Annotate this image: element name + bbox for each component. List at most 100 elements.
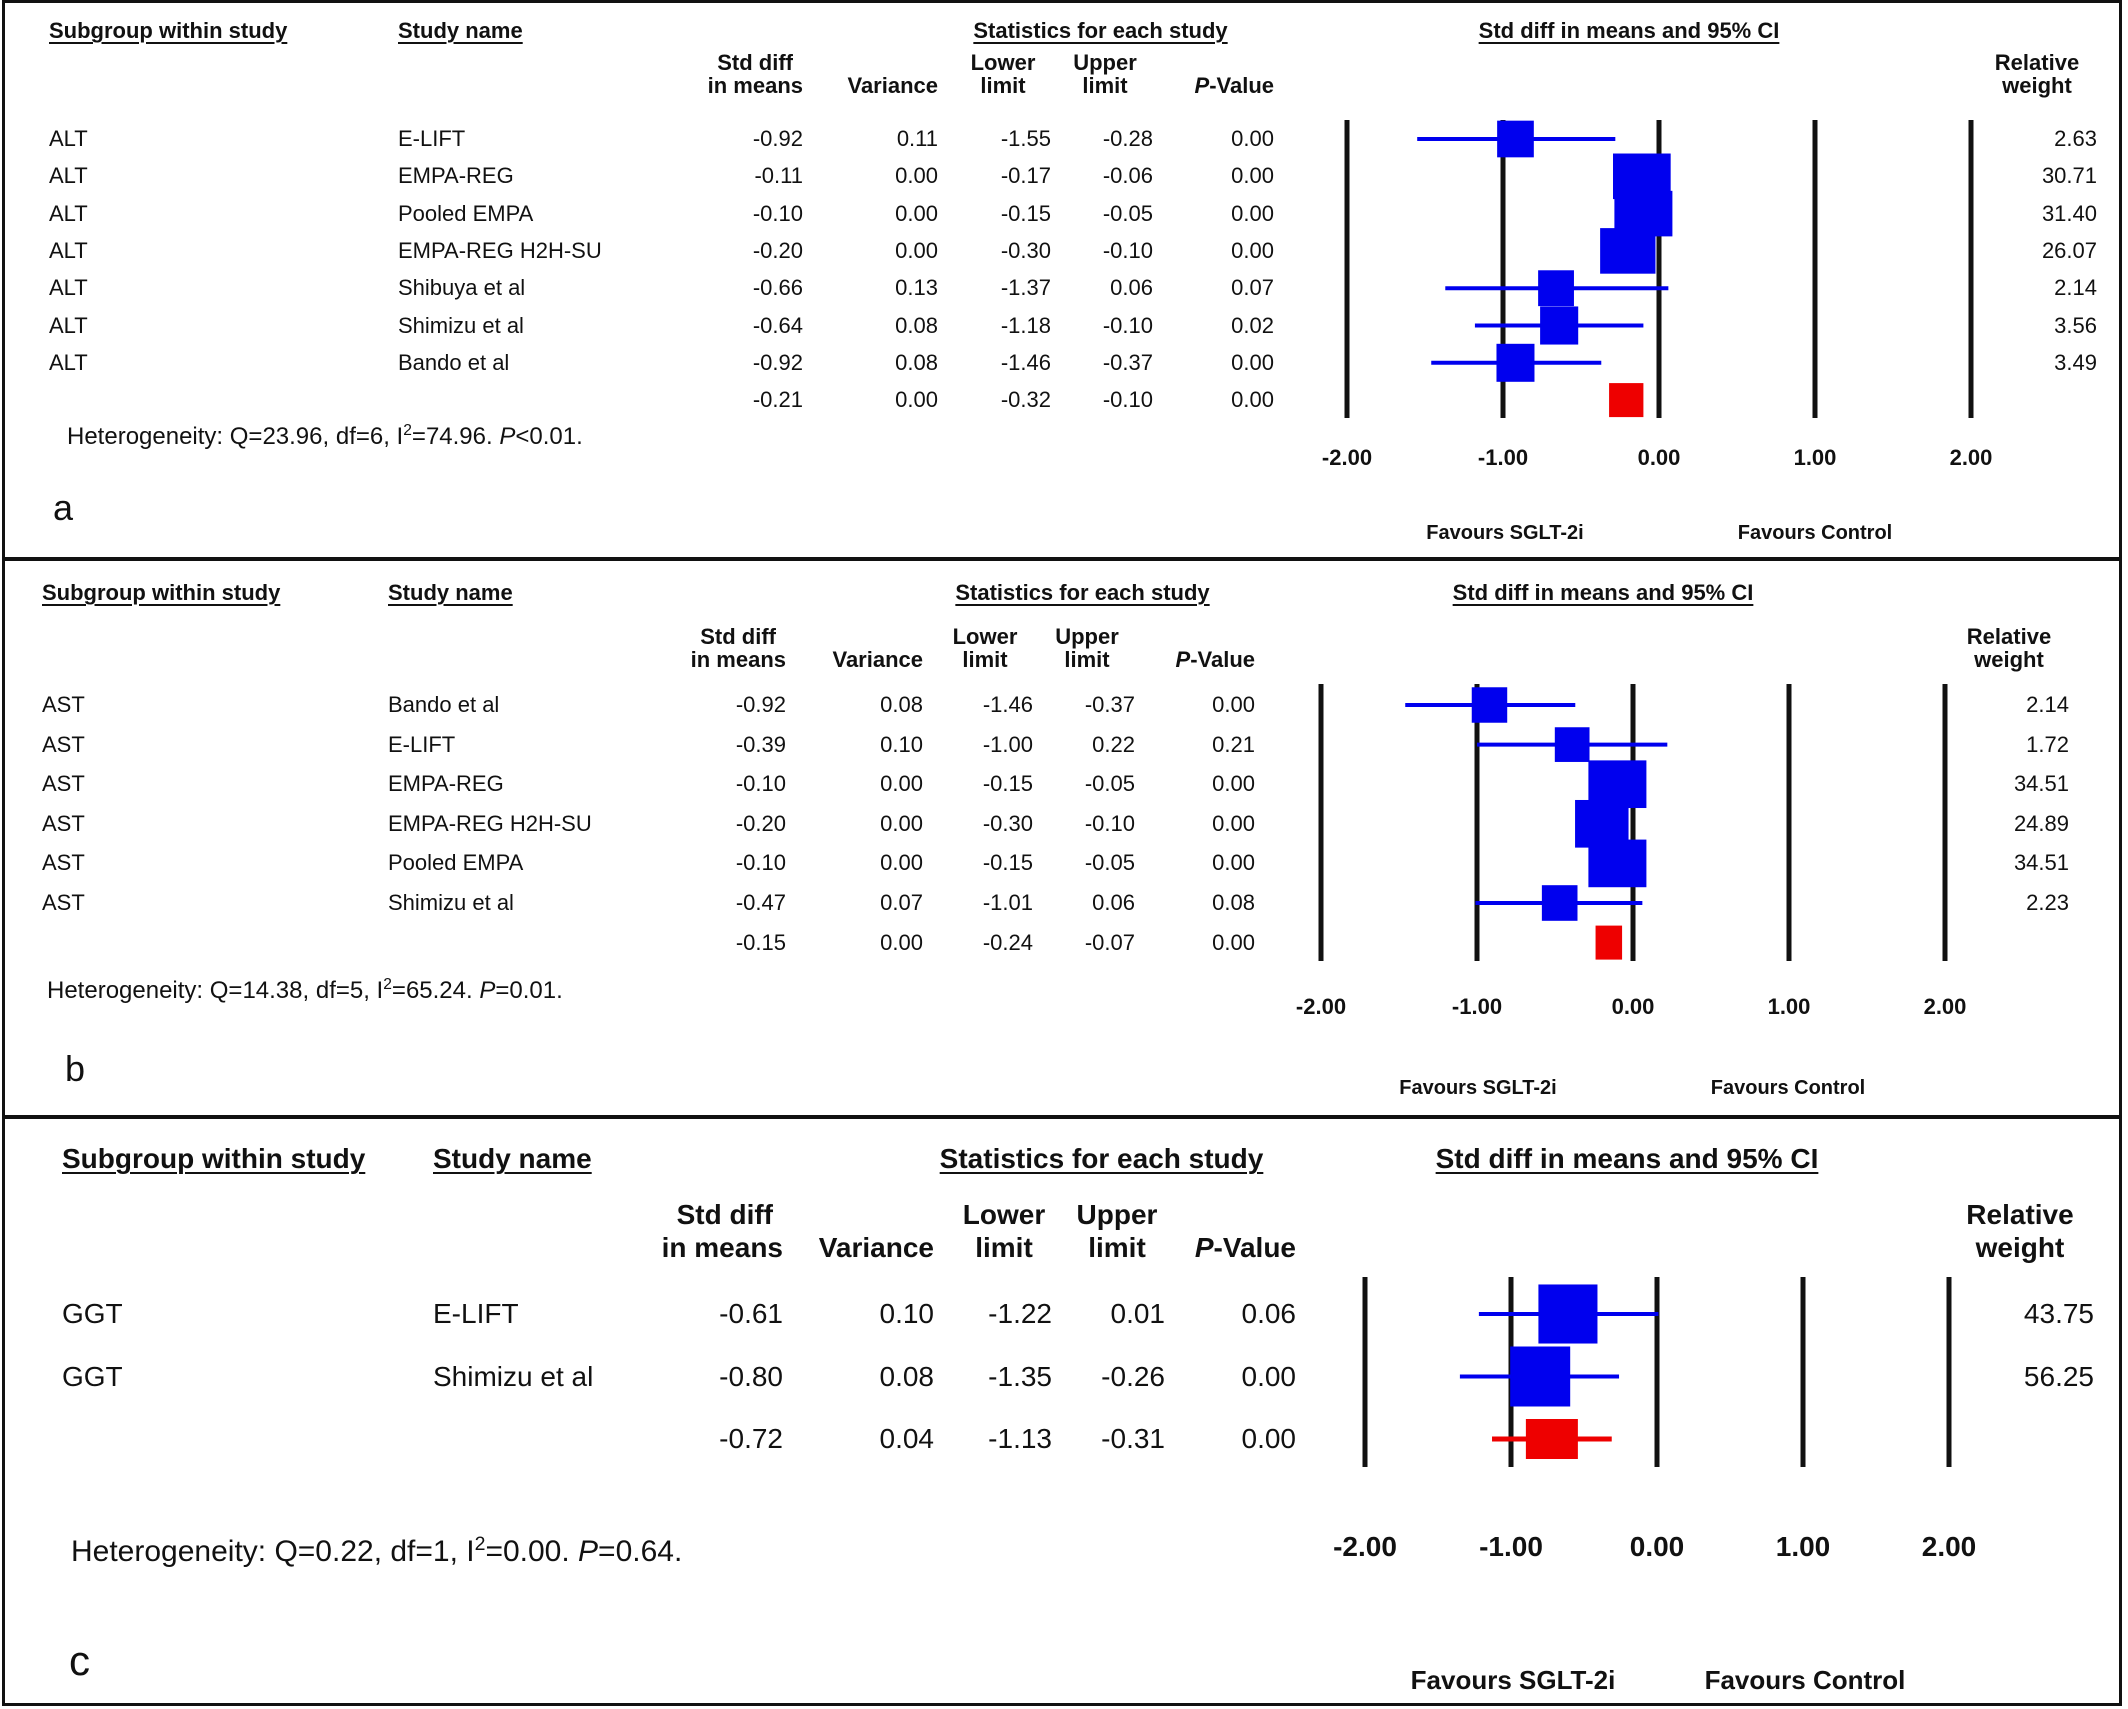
row-study-name: Shimizu et al (433, 1360, 594, 1392)
row-relative-weight: 24.89 (2013, 810, 2069, 836)
row-p-value: 0.06 (1241, 1298, 1297, 1329)
row-relative-weight: 56.25 (2023, 1360, 2094, 1392)
row-relative-weight: 34.51 (2013, 850, 2069, 876)
header-study-name: Study name (388, 580, 513, 605)
x-tick-label: -2.00 (1321, 445, 1373, 470)
header-lower-line2: limit (980, 73, 1026, 98)
summary-effect-marker (1525, 1419, 1578, 1459)
header-relative-weight-line1: Relative (1966, 1199, 2074, 1230)
header-upper-line2: limit (1088, 1232, 1146, 1263)
header-upper-line1: Upper (1073, 50, 1137, 75)
row-variance: 0.00 (880, 771, 923, 797)
header-p-rest: -Value (1190, 647, 1255, 672)
row-study-name: Pooled EMPA (388, 850, 524, 876)
row-relative-weight: 2.23 (2026, 890, 2069, 915)
row-subgroup: AST (42, 850, 85, 876)
row-subgroup: ALT (49, 126, 88, 151)
effect-size-marker (1538, 1284, 1598, 1344)
x-tick-label: 1.00 (1793, 445, 1837, 470)
summary-std-diff: -0.15 (735, 929, 786, 955)
row-std-diff: -0.11 (754, 163, 803, 189)
row-p-value: 0.00 (1231, 349, 1274, 375)
heterogeneity-text: Heterogeneity: Q=0.22, df=1, I2=0.00. P=… (71, 1533, 682, 1569)
row-std-diff: -0.92 (735, 692, 786, 717)
summary-std-diff: -0.72 (719, 1423, 783, 1454)
row-study-name: EMPA-REG (398, 163, 514, 189)
row-upper-limit: 0.22 (1092, 731, 1135, 757)
row-relative-weight: 2.63 (2054, 126, 2097, 151)
header-variance: Variance (832, 647, 923, 672)
row-upper-limit: -0.10 (1084, 810, 1135, 836)
header-relative-weight-line1: Relative (1966, 624, 2052, 649)
row-variance: 0.00 (895, 200, 938, 226)
row-variance: 0.08 (895, 312, 938, 338)
row-study-name: EMPA-REG H2H-SU (388, 810, 592, 836)
summary-p-value: 0.00 (1231, 387, 1274, 413)
row-std-diff: -0.10 (735, 771, 786, 797)
x-tick-label: 2.00 (1923, 994, 1967, 1019)
row-study-name: Bando et al (388, 692, 500, 717)
row-std-diff: -0.61 (719, 1298, 783, 1329)
x-tick-label: 1.00 (1767, 994, 1811, 1019)
panel-label: a (53, 487, 74, 528)
row-lower-limit: -1.37 (1000, 275, 1051, 301)
effect-size-marker (1496, 343, 1535, 382)
row-lower-limit: -1.18 (1000, 312, 1051, 338)
row-variance: 0.00 (880, 850, 923, 876)
forest-panel-a: Subgroup within study Study name Statistic… (2, 0, 2122, 560)
x-tick-label: -1.00 (1479, 1531, 1543, 1562)
row-relative-weight: 43.75 (2023, 1298, 2094, 1329)
row-std-diff: -0.20 (735, 810, 786, 836)
row-lower-limit: -1.46 (1000, 349, 1051, 375)
heterogeneity-stats: Heterogeneity: Q=23.96, df=6, I (67, 423, 404, 450)
row-lower-limit: -1.55 (1000, 126, 1051, 151)
header-smd-line2: in means (661, 1232, 783, 1263)
summary-p-value: 0.00 (1241, 1423, 1297, 1454)
summary-effect-marker (1609, 383, 1644, 418)
panel-label: c (69, 1637, 90, 1684)
favours-sglt2i-label: Favours SGLT-2i (1426, 522, 1584, 544)
row-p-value: 0.02 (1231, 312, 1274, 338)
header-smd-line2: in means (690, 647, 786, 672)
header-lower-line1: Lower (970, 50, 1036, 75)
row-relative-weight: 34.51 (2013, 771, 2069, 797)
forest-panel-b: Subgroup within study Study name Statistic… (2, 558, 2122, 1118)
effect-size-marker (1538, 270, 1574, 307)
row-std-diff: -0.92 (752, 126, 803, 151)
row-upper-limit: -0.37 (1102, 349, 1153, 375)
row-subgroup: AST (42, 890, 85, 915)
row-std-diff: -0.10 (735, 850, 786, 876)
heterogeneity-i2-superscript: 2 (403, 422, 412, 439)
header-p-italic: P (1194, 1232, 1214, 1263)
row-relative-weight: 31.40 (2041, 200, 2097, 226)
summary-effect-marker (1595, 925, 1623, 960)
row-upper-limit: -0.06 (1102, 163, 1153, 189)
header-p-value: P-Value (1176, 647, 1256, 673)
effect-size-marker (1600, 228, 1656, 274)
heterogeneity-p-value: =0.64. (598, 1535, 683, 1568)
row-relative-weight: 2.14 (2054, 275, 2097, 301)
heterogeneity-i2-superscript: 2 (474, 1533, 486, 1555)
row-upper-limit: 0.06 (1110, 275, 1153, 301)
effect-size-marker (1588, 839, 1647, 888)
forest-plot-svg (1318, 684, 1948, 961)
row-lower-limit: -0.15 (1000, 200, 1051, 226)
row-upper-limit: -0.28 (1102, 126, 1153, 151)
heterogeneity-i2-value: =65.24. (391, 977, 480, 1004)
favours-control-label: Favours Control (1737, 522, 1893, 544)
forest-plot-svg (1362, 1277, 1952, 1467)
header-lower-line2: limit (962, 647, 1008, 672)
row-subgroup: ALT (49, 200, 88, 226)
row-upper-limit: -0.10 (1102, 237, 1153, 263)
row-subgroup: ALT (49, 312, 88, 338)
row-lower-limit: -0.30 (982, 810, 1033, 836)
summary-upper-limit: -0.10 (1102, 387, 1153, 413)
header-lower-line1: Lower (962, 1199, 1046, 1230)
summary-lower-limit: -0.24 (982, 929, 1033, 955)
header-upper-line1: Upper (1076, 1199, 1158, 1230)
row-study-name: Shimizu et al (398, 312, 524, 338)
summary-std-diff: -0.21 (752, 387, 803, 413)
favours-control-label: Favours Control (1704, 1665, 1906, 1695)
row-lower-limit: -0.15 (982, 771, 1033, 797)
effect-size-marker (1471, 687, 1508, 723)
